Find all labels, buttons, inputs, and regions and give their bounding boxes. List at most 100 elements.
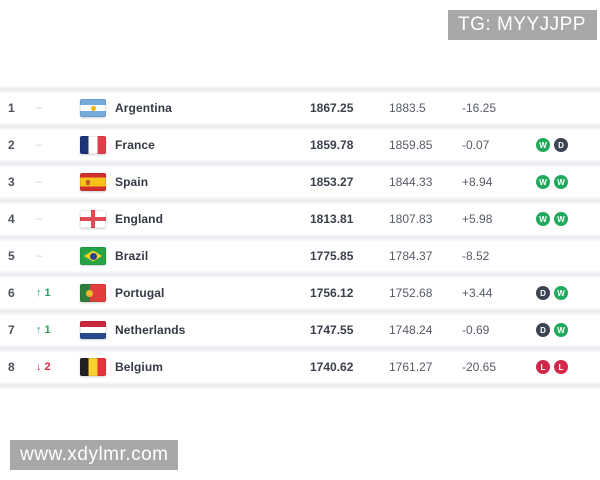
points-current: 1756.12	[310, 286, 354, 300]
points-current: 1740.62	[310, 360, 354, 374]
rankings-table: 1 – Argentina 1867.25 1883.5 -16.25 2 – …	[0, 86, 600, 389]
points-current: 1859.78	[310, 138, 354, 152]
points-current: 1775.85	[310, 249, 354, 263]
points-previous: 1752.68	[389, 286, 433, 300]
rank: 6	[8, 286, 15, 300]
row-separator	[0, 271, 600, 278]
points-change: +3.44	[462, 286, 493, 300]
points-previous: 1883.5	[389, 101, 426, 115]
rank-movement: –	[36, 176, 80, 188]
points-previous: 1784.37	[389, 249, 433, 263]
rank: 7	[8, 323, 15, 337]
rank: 2	[8, 138, 15, 152]
country-flag-icon	[80, 136, 106, 154]
points-previous: 1807.83	[389, 212, 433, 226]
row-separator	[0, 86, 600, 93]
form-badge-l: L	[554, 360, 568, 374]
form-badge-w: W	[554, 286, 568, 300]
movement-value: 1	[44, 324, 51, 336]
country-flag-icon	[80, 358, 106, 376]
form-badge-d: D	[536, 323, 550, 337]
points-change: -16.25	[462, 101, 497, 115]
country-flag-icon	[80, 284, 106, 302]
points-current: 1853.27	[310, 175, 354, 189]
points-change: -20.65	[462, 360, 497, 374]
movement-arrow-icon: –	[36, 176, 43, 188]
points-previous: 1748.24	[389, 323, 433, 337]
country-flag-icon	[80, 247, 106, 265]
rank-movement: –	[36, 102, 80, 114]
country-flag-icon	[80, 210, 106, 228]
movement-arrow-icon: –	[36, 139, 43, 151]
movement-arrow-icon: ↑	[36, 324, 42, 336]
form-badge-w: W	[554, 212, 568, 226]
country-name: Portugal	[115, 286, 165, 300]
country-name: Argentina	[115, 101, 172, 115]
country-name: Brazil	[115, 249, 149, 263]
form-badge-w: W	[554, 175, 568, 189]
points-current: 1747.55	[310, 323, 354, 337]
movement-arrow-icon: –	[36, 102, 43, 114]
points-previous: 1761.27	[389, 360, 433, 374]
rank-movement: ↑ 1	[36, 287, 80, 299]
rank-movement: ↓ 2	[36, 361, 80, 373]
rank-movement: –	[36, 139, 80, 151]
rank: 1	[8, 101, 15, 115]
points-previous: 1844.33	[389, 175, 433, 189]
movement-arrow-icon: –	[36, 213, 43, 225]
form-badge-d: D	[536, 286, 550, 300]
country-name: Netherlands	[115, 323, 186, 337]
points-previous: 1859.85	[389, 138, 433, 152]
points-current: 1813.81	[310, 212, 354, 226]
movement-arrow-icon: ↓	[36, 361, 42, 373]
row-separator	[0, 160, 600, 167]
country-name: England	[115, 212, 164, 226]
row-separator	[0, 345, 600, 352]
points-current: 1867.25	[310, 101, 354, 115]
country-name: Belgium	[115, 360, 164, 374]
points-change: -0.69	[462, 323, 490, 337]
form-badge-d: D	[554, 138, 568, 152]
points-change: +5.98	[462, 212, 493, 226]
telegram-watermark: TG: MYYJJPP	[448, 10, 597, 40]
points-change: +8.94	[462, 175, 493, 189]
row-separator	[0, 234, 600, 241]
country-flag-icon	[80, 173, 106, 191]
table-row[interactable]: 1 – Argentina 1867.25 1883.5 -16.25	[0, 93, 600, 123]
points-change: -8.52	[462, 249, 490, 263]
movement-value: 2	[44, 361, 51, 373]
row-separator	[0, 382, 600, 389]
row-separator	[0, 123, 600, 130]
form-badge-l: L	[536, 360, 550, 374]
points-change: -0.07	[462, 138, 490, 152]
country-flag-icon	[80, 99, 106, 117]
table-row[interactable]: 7 ↑ 1 Netherlands 1747.55 1748.24 -0.69 …	[0, 315, 600, 345]
movement-arrow-icon: ↑	[36, 287, 42, 299]
rank: 4	[8, 212, 15, 226]
country-name: France	[115, 138, 155, 152]
movement-arrow-icon: –	[36, 250, 43, 262]
rank: 8	[8, 360, 15, 374]
rank-movement: ↑ 1	[36, 324, 80, 336]
rank: 5	[8, 249, 15, 263]
form-badge-w: W	[536, 138, 550, 152]
table-row[interactable]: 5 – Brazil 1775.85 1784.37 -8.52	[0, 241, 600, 271]
form-badge-w: W	[554, 323, 568, 337]
form-badge-w: W	[536, 212, 550, 226]
row-separator	[0, 308, 600, 315]
form-badge-w: W	[536, 175, 550, 189]
country-flag-icon	[80, 321, 106, 339]
row-separator	[0, 197, 600, 204]
movement-value: 1	[44, 287, 51, 299]
country-name: Spain	[115, 175, 149, 189]
